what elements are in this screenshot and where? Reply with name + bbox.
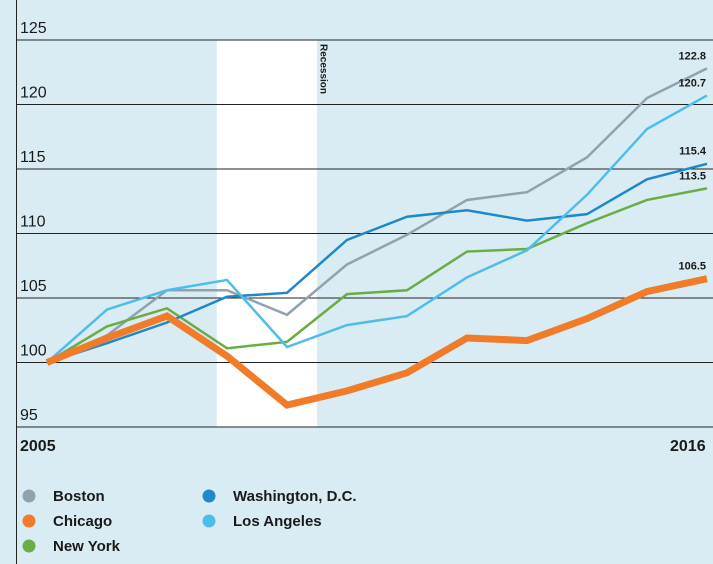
- series-line: [46, 187, 708, 364]
- series-line: [45, 275, 708, 409]
- value-label: 113.5: [679, 170, 706, 182]
- legend-swatch: [22, 489, 36, 503]
- value-label: 120.7: [678, 77, 706, 89]
- y-tick-label: 110: [20, 214, 46, 231]
- legend-swatch: [202, 489, 216, 503]
- legend-label: Chicago: [53, 513, 112, 530]
- y-tick-label: 125: [20, 20, 47, 37]
- legend-label: Washington, D.C.: [233, 488, 357, 505]
- legend-swatch: [22, 539, 36, 553]
- value-label: 106.5: [678, 261, 706, 273]
- legend-swatch: [22, 514, 36, 528]
- y-tick-label: 100: [20, 343, 47, 360]
- legend-label: New York: [53, 538, 121, 555]
- value-label: 115.4: [679, 146, 707, 158]
- y-tick-label: 95: [20, 407, 38, 424]
- legend-label: Los Angeles: [233, 513, 322, 530]
- value-label: 122.8: [678, 50, 706, 62]
- legend-label: Boston: [53, 488, 105, 505]
- x-tick-label: 2005: [20, 438, 56, 455]
- y-tick-label: 120: [20, 85, 47, 102]
- series-line: [46, 94, 708, 364]
- series-line: [46, 67, 708, 364]
- legend-swatch: [202, 514, 216, 528]
- y-tick-label: 115: [20, 149, 46, 166]
- recession-label: Recession: [317, 44, 328, 94]
- series-line: [46, 162, 708, 364]
- x-tick-label: 2016: [670, 438, 706, 455]
- y-tick-label: 105: [20, 278, 47, 295]
